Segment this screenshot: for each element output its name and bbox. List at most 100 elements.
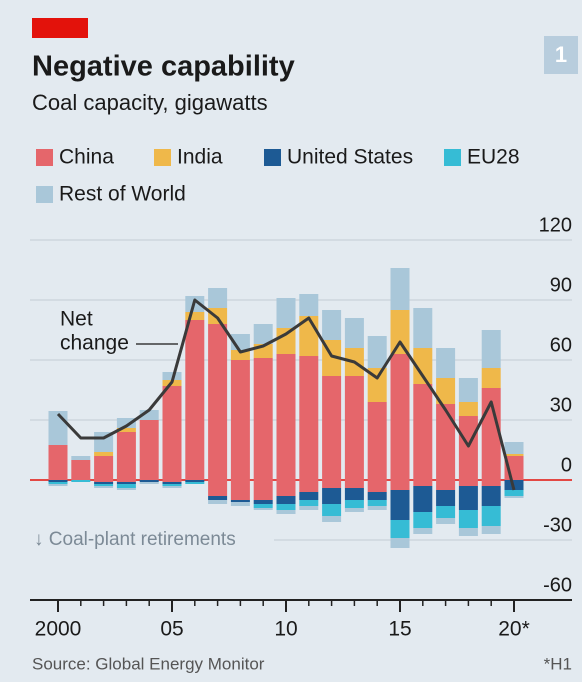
- retirement-segment: [208, 500, 228, 504]
- retirement-segment: [48, 482, 68, 484]
- bar-segment: [276, 298, 296, 328]
- retirement-segment: [458, 486, 478, 510]
- retirement-segment: [367, 500, 387, 506]
- retirement-segment: [322, 516, 342, 522]
- retirement-segment: [322, 488, 342, 504]
- retirement-segment: [413, 512, 433, 528]
- x-tick-label: 05: [160, 618, 183, 641]
- y-tick-label: 60: [550, 334, 572, 356]
- chart-title: Negative capability: [32, 51, 295, 83]
- bar-segment: [504, 442, 524, 454]
- badge-box: [544, 36, 578, 74]
- legend-swatch: [444, 149, 461, 166]
- bar-segment: [458, 378, 478, 402]
- y-tick-label: -30: [543, 514, 572, 536]
- legend-swatch: [264, 149, 281, 166]
- retirement-segment: [322, 504, 342, 516]
- retirement-segment: [436, 480, 456, 490]
- legend-swatch: [36, 186, 53, 203]
- bar-segment: [413, 308, 433, 348]
- retirement-segment: [390, 490, 410, 520]
- retirement-segment: [116, 480, 136, 482]
- bar-segment: [276, 354, 296, 480]
- x-tick-label: 10: [274, 618, 297, 641]
- retirement-segment: [390, 480, 410, 490]
- retirement-segment: [299, 506, 319, 510]
- retirement-segment: [299, 492, 319, 500]
- x-tick-label: 2000: [35, 618, 82, 641]
- retirement-segment: [253, 508, 273, 510]
- y-tick-label: -60: [543, 574, 572, 596]
- retirement-segment: [139, 480, 159, 482]
- y-tick-label: 120: [539, 214, 572, 236]
- legend-label: EU28: [467, 146, 520, 169]
- retirement-segment: [344, 508, 364, 512]
- retirement-segment: [48, 480, 68, 482]
- retirement-segment: [162, 484, 182, 486]
- bar-segment: [116, 428, 136, 432]
- bar-segment: [481, 330, 501, 368]
- retirement-segment: [208, 480, 228, 496]
- bar-segment: [436, 404, 456, 480]
- y-tick-label: 30: [550, 394, 572, 416]
- bar-segment: [390, 268, 410, 310]
- retirement-segment: [367, 492, 387, 500]
- legend-label: Rest of World: [59, 183, 186, 206]
- bar-segment: [253, 324, 273, 344]
- bar-segment: [458, 416, 478, 480]
- badge: 1: [555, 42, 567, 67]
- retirement-segment: [413, 528, 433, 534]
- bar-segment: [71, 460, 91, 480]
- footnote: *H1: [544, 654, 572, 673]
- bar-segment: [413, 384, 433, 480]
- bar-segment: [276, 328, 296, 354]
- bar-segment: [185, 312, 205, 320]
- x-tick-label: 20*: [498, 618, 530, 641]
- retirement-segment: [413, 480, 433, 486]
- bar-segment: [253, 358, 273, 480]
- bar-segment: [367, 368, 387, 402]
- retirement-segment: [436, 506, 456, 518]
- bar-segment: [94, 456, 114, 480]
- bar-segment: [344, 318, 364, 348]
- bar-segment: [322, 376, 342, 480]
- retirement-segment: [458, 528, 478, 536]
- brand-bar: [32, 18, 88, 38]
- bar-segment: [162, 386, 182, 480]
- retirement-segment: [162, 486, 182, 488]
- retirement-segment: [344, 480, 364, 488]
- bar-segment: [436, 378, 456, 404]
- retirement-segment: [230, 502, 250, 506]
- bar-segment: [390, 310, 410, 354]
- bar-segment: [185, 320, 205, 480]
- bar-segment: [436, 348, 456, 378]
- bar-segment: [208, 288, 228, 308]
- bar-segment: [390, 354, 410, 480]
- bar-segment: [458, 402, 478, 416]
- y-tick-label: 90: [550, 274, 572, 296]
- annotation: ↓ Coal-plant retirements: [34, 529, 236, 550]
- bar-segment: [413, 348, 433, 384]
- retirement-segment: [504, 496, 524, 498]
- retirement-segment: [481, 506, 501, 526]
- retirement-segment: [436, 490, 456, 506]
- retirement-segment: [230, 500, 250, 502]
- retirement-segment: [436, 518, 456, 524]
- retirement-segment: [344, 500, 364, 508]
- bar-segment: [116, 418, 136, 428]
- retirement-segment: [276, 496, 296, 504]
- retirement-segment: [481, 526, 501, 534]
- retirement-segment: [344, 488, 364, 500]
- retirement-segment: [390, 520, 410, 538]
- retirement-segment: [276, 480, 296, 496]
- retirement-segment: [413, 486, 433, 512]
- retirement-segment: [139, 482, 159, 484]
- bar-segment: [230, 350, 250, 360]
- retirement-segment: [185, 482, 205, 484]
- retirement-segment: [116, 482, 136, 484]
- retirement-segment: [253, 480, 273, 500]
- retirement-segment: [322, 480, 342, 488]
- chart-subtitle: Coal capacity, gigawatts: [32, 90, 268, 115]
- retirement-segment: [390, 538, 410, 548]
